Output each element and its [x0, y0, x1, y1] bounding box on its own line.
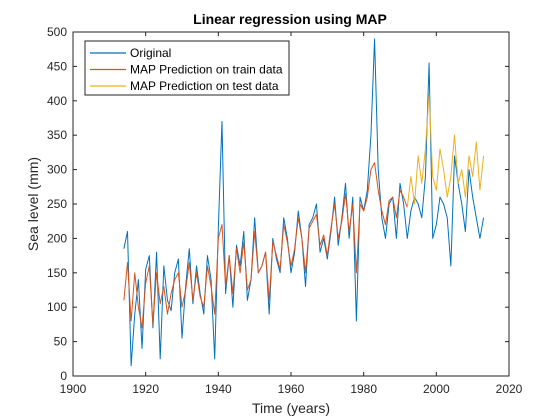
y-tick-label: 0: [60, 369, 67, 383]
legend: Original MAP Prediction on train data MAP …: [84, 40, 290, 96]
x-tick-label: 1940: [205, 382, 232, 396]
x-tick-label: 2000: [423, 382, 450, 396]
x-axis-label: Time (years): [252, 400, 330, 416]
y-tick-label: 450: [47, 59, 67, 73]
y-axis: 0 50 100 150 200 250 300 350 400 450 500: [47, 25, 509, 383]
x-axis: 1900 1920 1940 1960 1980 2000 2020: [60, 32, 523, 396]
legend-entry-2: MAP Prediction on train data: [130, 63, 283, 77]
plot-lines: [123, 38, 485, 367]
series-line-2: [123, 162, 408, 329]
y-tick-label: 150: [47, 266, 67, 280]
x-tick-label: 1960: [278, 382, 305, 396]
series-line-1: [123, 38, 485, 367]
chart-title: Linear regression using MAP: [193, 11, 387, 27]
y-tick-label: 250: [47, 197, 67, 211]
x-tick-label: 1980: [350, 382, 377, 396]
x-tick-label: 1920: [132, 382, 159, 396]
y-tick-label: 350: [47, 128, 67, 142]
y-tick-label: 50: [54, 335, 68, 349]
series-line-3: [406, 93, 485, 208]
x-tick-label: 2020: [496, 382, 523, 396]
y-tick-label: 200: [47, 231, 67, 245]
y-tick-label: 300: [47, 163, 67, 177]
legend-entry-3: MAP Prediction on test data: [130, 79, 279, 93]
y-tick-label: 500: [47, 25, 67, 39]
y-axis-label: Sea level (mm): [25, 157, 41, 251]
y-tick-label: 400: [47, 94, 67, 108]
x-tick-label: 1900: [60, 382, 87, 396]
y-tick-label: 100: [47, 300, 67, 314]
legend-entry-1: Original: [130, 46, 171, 60]
